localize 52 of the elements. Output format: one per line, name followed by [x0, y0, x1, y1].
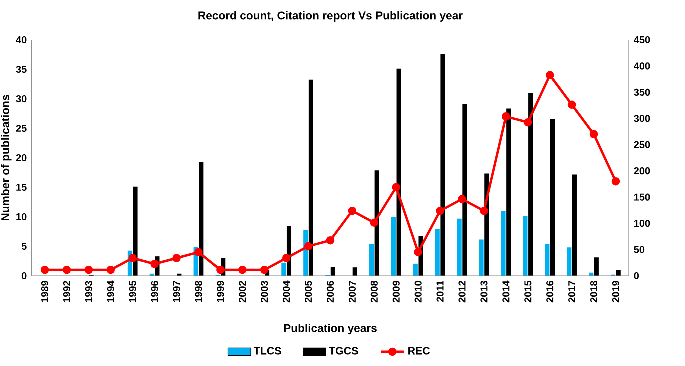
x-tick-label: 1994 [107, 280, 114, 302]
x-tick-label: 2018 [590, 281, 598, 303]
x-tick-label: 2019 [612, 281, 620, 303]
y-tick-label: 0 [22, 272, 27, 280]
x-tick-label: 2005 [304, 280, 312, 303]
y2-tick-label: 100 [634, 220, 650, 228]
y2-tick-label: 250 [634, 141, 650, 148]
legend-label: TGCS [329, 347, 358, 355]
x-tick-label: 2014 [502, 280, 510, 303]
y2-tick-label: 150 [634, 194, 650, 201]
x-tick-label: 2016 [546, 281, 554, 303]
y-tick-label: 20 [16, 154, 27, 162]
x-axis-title: Publication years [284, 324, 377, 335]
chart-title: Record count, Citation report Vs Publication year [198, 11, 463, 22]
x-tick-label: 1989 [41, 281, 49, 302]
x-tick-label: 1992 [63, 281, 71, 302]
y-tick-label: 30 [16, 95, 27, 103]
y2-tick-label: 50 [634, 246, 645, 254]
x-tick-label: 1999 [217, 281, 224, 302]
x-tick-label: 1996 [151, 281, 158, 302]
y2-tick-label: 400 [634, 62, 650, 70]
y-tick-label: 15 [16, 184, 27, 191]
y-axis-title: Number of publications [1, 95, 12, 221]
legend-label: REC [408, 347, 430, 355]
x-tick-label: 2015 [524, 280, 532, 303]
x-tick-label: 1993 [85, 281, 92, 302]
y-tick-label: 40 [16, 36, 27, 44]
y-tick-label: 5 [22, 243, 27, 250]
y-tick-label: 10 [16, 213, 27, 221]
x-tick-label: 2007 [348, 281, 356, 303]
x-tick-label: 1997 [173, 281, 180, 302]
x-tick-label: 2010 [414, 281, 422, 303]
x-tick-label: 2002 [239, 281, 246, 303]
x-tick-label: 2009 [392, 281, 400, 303]
y2-tick-label: 300 [634, 115, 650, 122]
x-tick-label: 2006 [326, 281, 334, 303]
x-tick-label: 2008 [370, 281, 378, 303]
x-tick-label: 2012 [458, 281, 466, 303]
x-tick-label: 1995 [129, 280, 136, 302]
y2-tick-label: 450 [634, 36, 650, 44]
y2-tick-label: 350 [634, 88, 650, 96]
x-tick-label: 2011 [436, 280, 444, 302]
y2-tick-label: 200 [634, 168, 650, 175]
x-tick-label: 2013 [480, 281, 488, 303]
legend-label: TLCS [254, 347, 282, 355]
y-tick-label: 25 [16, 124, 27, 132]
x-tick-label: 1998 [195, 281, 202, 302]
y-tick-label: 35 [16, 66, 27, 74]
x-tick-label: 2003 [261, 281, 268, 303]
x-tick-label: 2017 [568, 281, 576, 303]
x-tick-label: 2004 [283, 280, 290, 303]
y2-tick-label: 0 [634, 272, 640, 280]
